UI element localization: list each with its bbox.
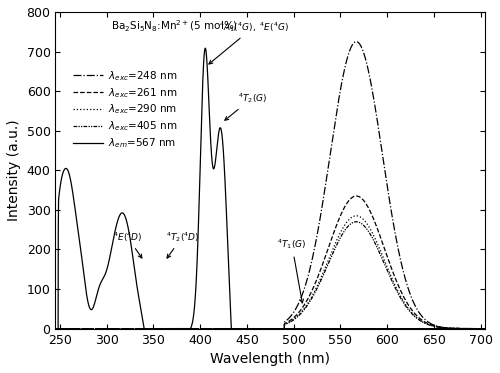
- Text: $^4E(^4D)$: $^4E(^4D)$: [112, 230, 142, 258]
- Legend: $\lambda_{exc}$=248 nm, $\lambda_{exc}$=261 nm, $\lambda_{exc}$=290 nm, $\lambda: $\lambda_{exc}$=248 nm, $\lambda_{exc}$=…: [69, 65, 181, 154]
- Y-axis label: Intensity (a.u.): Intensity (a.u.): [7, 119, 21, 221]
- Text: $^4T_2(G)$: $^4T_2(G)$: [225, 91, 267, 120]
- Text: $^4T_1(G)$: $^4T_1(G)$: [277, 238, 306, 303]
- Text: Ba$_2$Si$_5$N$_8$:Mn$^{2+}$(5 mol%): Ba$_2$Si$_5$N$_8$:Mn$^{2+}$(5 mol%): [111, 18, 238, 34]
- Text: $^4T_2(^4D)$: $^4T_2(^4D)$: [166, 230, 200, 258]
- Text: $^4A_1(^4G),\ ^4E(^4G)$: $^4A_1(^4G),\ ^4E(^4G)$: [209, 20, 289, 64]
- X-axis label: Wavelength (nm): Wavelength (nm): [210, 352, 330, 366]
